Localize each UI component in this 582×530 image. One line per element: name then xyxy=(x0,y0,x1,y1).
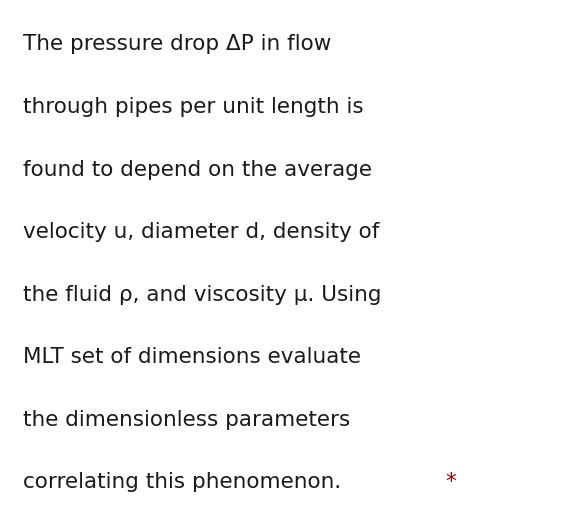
Text: *: * xyxy=(446,472,456,492)
Text: correlating this phenomenon.: correlating this phenomenon. xyxy=(23,472,349,492)
Text: the fluid ρ, and viscosity μ. Using: the fluid ρ, and viscosity μ. Using xyxy=(23,285,382,305)
Text: through pipes per unit length is: through pipes per unit length is xyxy=(23,97,364,117)
Text: The pressure drop ΔP in flow: The pressure drop ΔP in flow xyxy=(23,34,332,55)
Text: MLT set of dimensions evaluate: MLT set of dimensions evaluate xyxy=(23,347,361,367)
Text: the dimensionless parameters: the dimensionless parameters xyxy=(23,410,350,430)
Text: velocity u, diameter d, density of: velocity u, diameter d, density of xyxy=(23,222,379,242)
Text: found to depend on the average: found to depend on the average xyxy=(23,160,372,180)
